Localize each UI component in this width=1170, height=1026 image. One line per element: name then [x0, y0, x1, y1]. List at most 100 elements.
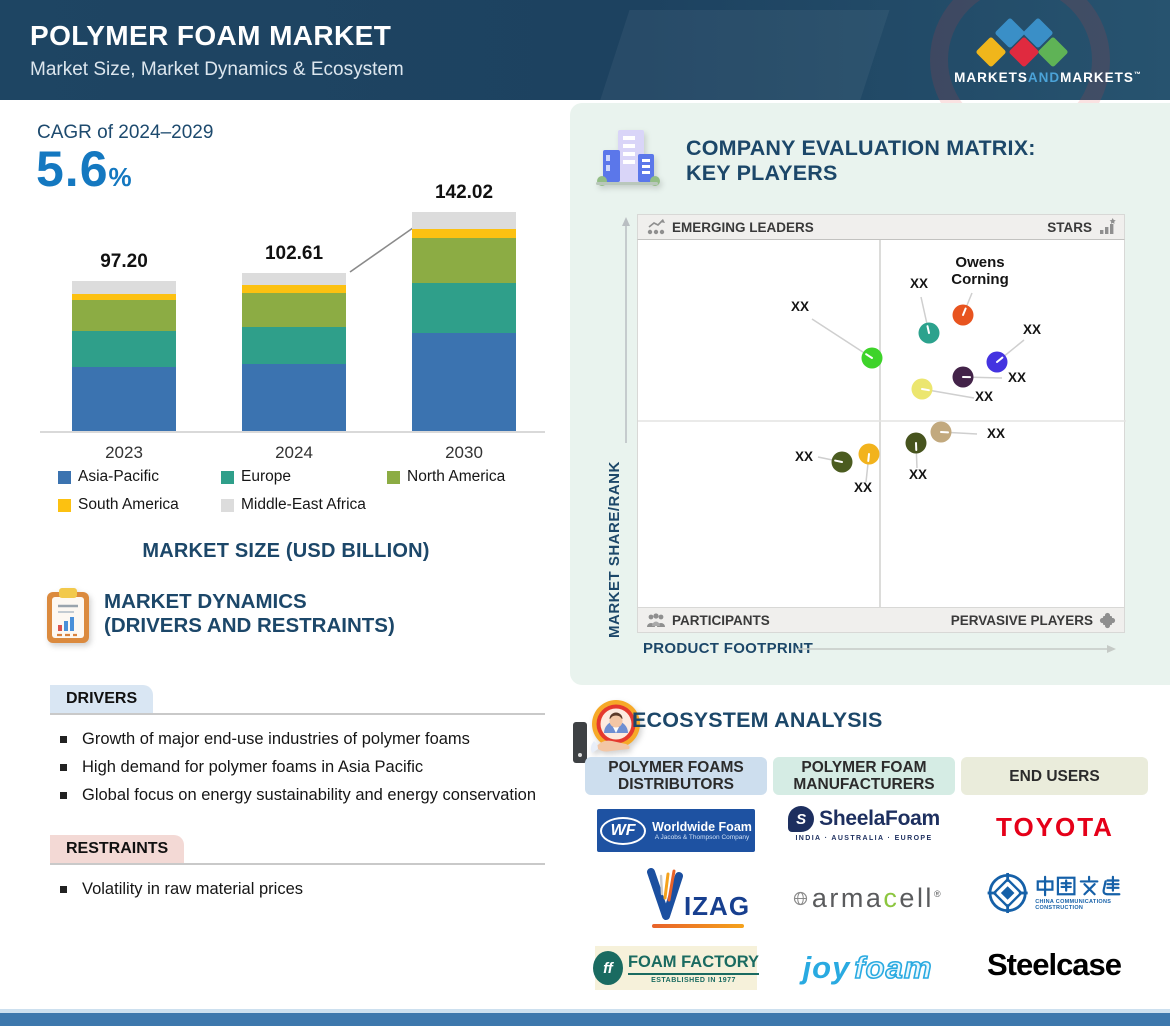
- vizag-tagline-bar: [652, 924, 744, 928]
- sheela-foam-icon: S: [788, 806, 815, 832]
- toyota-logo: TOYOTA: [996, 811, 1114, 842]
- joy-foam-logo: joy foam: [795, 946, 940, 990]
- segment-South America: [72, 293, 176, 300]
- bar-2030: [412, 212, 516, 431]
- foam-factory-name: FOAM FACTORY: [627, 953, 760, 975]
- legend-swatch: [58, 498, 71, 512]
- x-axis-arrow: [798, 645, 1116, 653]
- segment-South America: [242, 285, 346, 294]
- participants-icon: [647, 612, 665, 627]
- legend-item-North America: North America: [387, 468, 560, 486]
- bullet-text: Growth of major end-use industries of po…: [82, 730, 470, 748]
- bullet-square: [60, 764, 67, 771]
- bar-total-label: 142.02: [434, 182, 494, 204]
- clipboard-chart-icon: [47, 588, 89, 643]
- legend-item-Asia-Pacific: Asia-Pacific: [58, 468, 221, 486]
- segment-South America: [412, 229, 516, 239]
- company-label: XX: [854, 480, 872, 495]
- vizag-logo: IZAG: [628, 862, 768, 934]
- segment-Asia-Pacific: [412, 332, 516, 431]
- legend-item-Europe: Europe: [221, 468, 387, 486]
- bullet-square: [60, 792, 67, 799]
- bar-chart-legend: Asia-Pacific Europe North America South Ame…: [58, 468, 560, 514]
- company-label: XX: [987, 426, 1005, 441]
- joy-wordmark: joy: [802, 950, 851, 985]
- steelcase-logo: Steelcase: [986, 947, 1122, 982]
- quadrant-label-stars: STARS: [1047, 218, 1116, 236]
- market-dynamics-title: MARKET DYNAMICS (DRIVERS AND RESTRAINTS): [104, 590, 395, 637]
- segment-Middle-East Africa: [412, 212, 516, 230]
- bullet-text: Global focus on energy sustainability an…: [82, 786, 537, 804]
- bar-total-label: 97.20: [100, 251, 148, 273]
- foam-factory-subtitle: ESTABLISHED IN 1977: [651, 976, 736, 984]
- matrix-top-bar: EMERGING LEADERS STARS: [637, 214, 1125, 240]
- marketsandmarkets-logo: MARKETSANDMARKETS™: [938, 10, 1158, 92]
- cccc-english-name: CHINA COMMUNICATIONS CONSTRUCTION: [1035, 899, 1112, 911]
- segment-Asia-Pacific: [72, 366, 176, 431]
- x-tick-2024: 2024: [275, 443, 313, 462]
- segment-Europe: [412, 282, 516, 333]
- company-label: XX: [909, 467, 927, 482]
- quadrant-label-emerging-leaders: EMERGING LEADERS: [646, 219, 814, 235]
- cccc-compass-icon: [987, 872, 1028, 914]
- company-label: Corning: [951, 271, 1009, 288]
- ecosystem-title: ECOSYSTEM ANALYSIS: [632, 708, 883, 732]
- vizag-wordmark: IZAG: [683, 891, 751, 921]
- drivers-rule: [50, 713, 545, 715]
- legend-swatch: [221, 470, 234, 484]
- wf-monogram: WF: [600, 816, 647, 845]
- bar-2023: [72, 281, 176, 431]
- company-label: XX: [1023, 322, 1041, 337]
- ecosystem-icon: [590, 700, 640, 753]
- company-label: XX: [791, 299, 809, 314]
- segment-North America: [242, 293, 346, 327]
- legend-label: Asia-Pacific: [78, 468, 159, 485]
- drivers-tab: DRIVERS: [50, 685, 154, 713]
- footer-bar: [0, 1013, 1170, 1026]
- bullet-square: [60, 736, 67, 743]
- cccc-chinese-wordmark: [1036, 875, 1121, 897]
- legend-swatch: [387, 470, 400, 484]
- matrix-plot-area: XX XX Owens Corning XX XX XX XX XX XX XX: [637, 240, 1126, 607]
- segment-Middle-East Africa: [72, 281, 176, 294]
- bar-2024: [242, 272, 346, 431]
- logo-wordmark: MARKETSANDMARKETS™: [954, 70, 1142, 85]
- matrix-title: COMPANY EVALUATION MATRIX: KEY PLAYERS: [686, 136, 1036, 185]
- x-tick-2030: 2030: [445, 443, 483, 462]
- evaluation-matrix-panel: COMPANY EVALUATION MATRIX: KEY PLAYERS M…: [570, 103, 1170, 685]
- matrix-bottom-bar: PARTICIPANTS PERVASIVE PLAYERS: [637, 607, 1125, 633]
- segment-Middle-East Africa: [242, 272, 346, 286]
- legend-label: South America: [78, 496, 179, 513]
- market-size-bar-chart: 97.20 102.61 142.02: [40, 182, 545, 433]
- sheela-foam-logo: S SheelaFoam INDIA · AUSTRALIA · EUROPE: [788, 806, 940, 842]
- restraint-item: Volatility in raw material prices: [60, 880, 560, 899]
- company-label: XX: [975, 389, 993, 404]
- company-label: Owens: [955, 254, 1004, 271]
- company-label: XX: [910, 276, 928, 291]
- armacell-logo: armacell®: [783, 878, 953, 918]
- page-title: POLYMER FOAM MARKET: [30, 20, 392, 51]
- ecosystem-column-end-users: END USERS: [961, 757, 1148, 795]
- bullet-text: Volatility in raw material prices: [82, 880, 303, 898]
- legend-label: Middle-East Africa: [241, 496, 366, 513]
- emerging-leaders-icon: [647, 219, 665, 235]
- eco-phone-decoration: [573, 722, 587, 763]
- x-axis-label: PRODUCT FOOTPRINT: [643, 640, 814, 657]
- segment-North America: [72, 299, 176, 332]
- bullet-text: High demand for polymer foams in Asia Pa…: [82, 758, 424, 776]
- legend-item-South America: South America: [58, 496, 221, 514]
- driver-item: Global focus on energy sustainability an…: [60, 786, 560, 805]
- sheela-foam-subtitle: INDIA · AUSTRALIA · EUROPE: [795, 835, 933, 842]
- driver-item: Growth of major end-use industries of po…: [60, 730, 560, 749]
- legend-label: North America: [407, 468, 506, 485]
- segment-Asia-Pacific: [242, 364, 346, 431]
- driver-item: High demand for polymer foams in Asia Pa…: [60, 758, 560, 777]
- legend-swatch: [221, 498, 234, 512]
- segment-Europe: [72, 331, 176, 367]
- bar-total-label: 102.61: [264, 242, 324, 264]
- quadrant-label-pervasive-players: PERVASIVE PLAYERS: [951, 612, 1116, 629]
- quadrant-matrix: EMERGING LEADERS STARS XX XX Owens Corning X…: [637, 214, 1126, 633]
- footer-light-stripe: [0, 1009, 1170, 1013]
